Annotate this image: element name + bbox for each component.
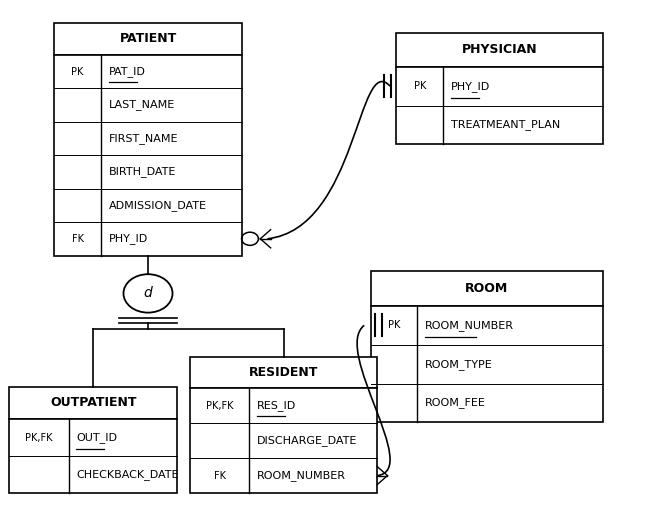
- Text: LAST_NAME: LAST_NAME: [109, 100, 175, 110]
- Text: BIRTH_DATE: BIRTH_DATE: [109, 167, 176, 177]
- Polygon shape: [370, 271, 603, 306]
- Text: PHY_ID: PHY_ID: [109, 234, 148, 244]
- Polygon shape: [396, 67, 603, 144]
- Polygon shape: [55, 55, 242, 256]
- Polygon shape: [370, 306, 603, 422]
- Text: ADMISSION_DATE: ADMISSION_DATE: [109, 200, 206, 211]
- Text: ROOM_NUMBER: ROOM_NUMBER: [425, 320, 514, 331]
- Text: ROOM: ROOM: [465, 282, 508, 295]
- Polygon shape: [9, 419, 177, 493]
- Polygon shape: [396, 33, 603, 67]
- Text: DISCHARGE_DATE: DISCHARGE_DATE: [257, 435, 357, 446]
- Polygon shape: [190, 357, 377, 388]
- Text: PATIENT: PATIENT: [119, 32, 176, 45]
- Text: ROOM_FEE: ROOM_FEE: [425, 398, 486, 408]
- Text: PHYSICIAN: PHYSICIAN: [462, 43, 538, 56]
- Text: OUT_ID: OUT_ID: [76, 432, 117, 443]
- Text: d: d: [144, 286, 152, 300]
- Text: PK: PK: [72, 66, 84, 77]
- Text: PK,FK: PK,FK: [206, 401, 234, 411]
- Text: PHY_ID: PHY_ID: [450, 81, 490, 91]
- Text: RES_ID: RES_ID: [257, 400, 296, 411]
- Text: FK: FK: [72, 234, 83, 244]
- Text: FIRST_NAME: FIRST_NAME: [109, 133, 178, 144]
- Text: ROOM_TYPE: ROOM_TYPE: [425, 359, 493, 369]
- Polygon shape: [190, 388, 377, 493]
- Text: PAT_ID: PAT_ID: [109, 66, 146, 77]
- Text: OUTPATIENT: OUTPATIENT: [50, 397, 137, 409]
- Text: PK: PK: [413, 81, 426, 91]
- Text: ROOM_NUMBER: ROOM_NUMBER: [257, 470, 346, 481]
- Text: TREATMEANT_PLAN: TREATMEANT_PLAN: [450, 120, 560, 130]
- Text: CHECKBACK_DATE: CHECKBACK_DATE: [76, 469, 179, 480]
- Text: PK: PK: [388, 320, 400, 330]
- Text: PK,FK: PK,FK: [25, 433, 53, 443]
- Polygon shape: [9, 387, 177, 419]
- Text: RESIDENT: RESIDENT: [249, 366, 318, 379]
- Text: FK: FK: [214, 471, 226, 481]
- Polygon shape: [55, 23, 242, 55]
